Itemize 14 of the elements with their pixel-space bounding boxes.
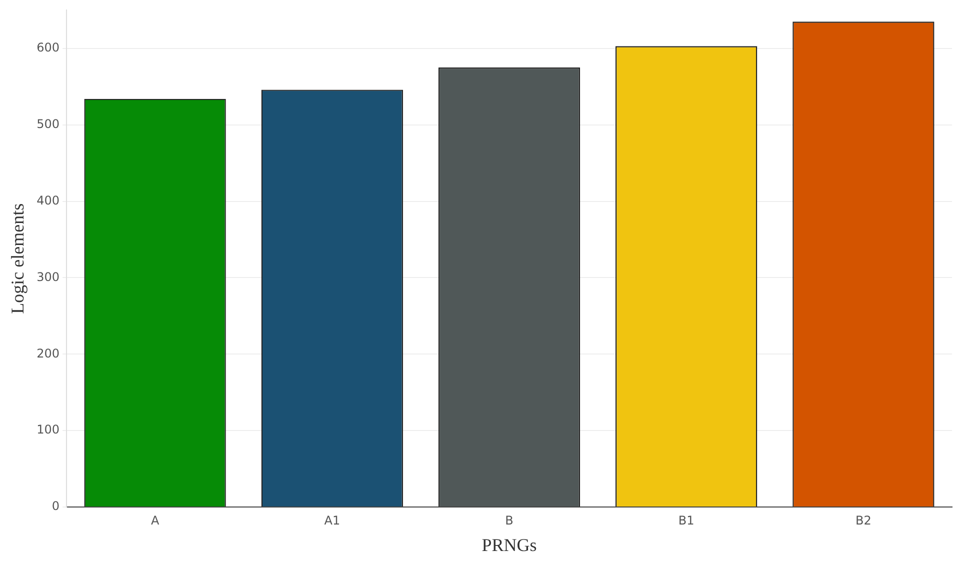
y-tick-label: 0: [52, 499, 60, 514]
y-tick-label: 300: [36, 270, 60, 284]
x-tick-label: B: [505, 513, 514, 528]
y-tick-label: 400: [36, 193, 60, 208]
y-tick-label: 600: [36, 40, 60, 55]
x-axis-title: PRNGs: [482, 534, 537, 555]
y-tick-label: 500: [36, 116, 60, 131]
x-tick-label: B1: [678, 513, 694, 528]
x-tick-label: A: [150, 513, 160, 528]
y-axis-title: Logic elements: [8, 203, 28, 314]
y-tick-label: 200: [36, 346, 60, 360]
y-tick-label: 100: [36, 422, 60, 437]
x-tick-label: A1: [324, 513, 340, 528]
x-tick-label: B2: [856, 513, 872, 528]
